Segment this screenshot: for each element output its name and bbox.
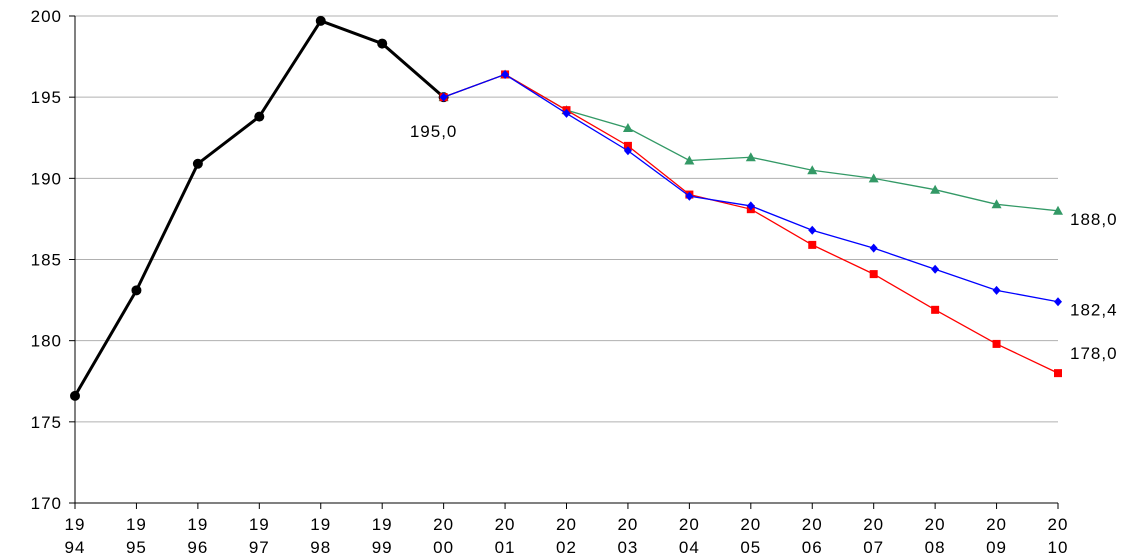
marker	[623, 141, 632, 150]
marker	[377, 38, 388, 49]
marker	[745, 152, 756, 162]
marker	[808, 225, 817, 235]
y-tick-label: 185	[31, 251, 62, 270]
data-label: 182,4	[1070, 301, 1118, 320]
x-tick-label: 19 97	[249, 515, 270, 557]
x-tick-label: 20 07	[863, 515, 884, 557]
x-tick-label: 19 95	[126, 515, 147, 557]
marker	[807, 165, 818, 175]
x-tick-label: 20 09	[986, 515, 1007, 557]
x-tick-label: 20 05	[740, 515, 761, 557]
x-tick-label: 20 10	[1048, 515, 1069, 557]
series-line	[443, 73, 1059, 212]
marker	[992, 285, 1001, 295]
marker	[931, 305, 940, 314]
y-tick-label: 180	[31, 332, 62, 351]
x-tick-label: 19 94	[65, 515, 86, 557]
x-tick-label: 20 01	[495, 515, 516, 557]
x-tick-label: 20 04	[679, 515, 700, 557]
marker	[1054, 369, 1062, 378]
data-label: 178,0	[1070, 344, 1118, 363]
marker	[684, 155, 695, 165]
x-tick-label: 20 02	[556, 515, 577, 557]
x-tick-label: 20 03	[617, 515, 638, 557]
marker	[991, 199, 1002, 209]
x-tick-label: 20 00	[433, 515, 454, 557]
x-tick-label: 19 96	[187, 515, 208, 557]
data-label: 188,0	[1070, 210, 1118, 229]
series-line	[443, 73, 1059, 303]
x-tick-label: 20 06	[802, 515, 823, 557]
y-tick-label: 175	[31, 413, 62, 432]
marker	[869, 243, 878, 253]
marker	[131, 285, 142, 296]
marker	[930, 184, 941, 194]
marker	[70, 390, 80, 401]
x-tick-label: 19 99	[372, 515, 393, 557]
marker	[439, 92, 448, 102]
marker	[501, 69, 510, 79]
y-tick-label: 195	[31, 88, 62, 107]
marker	[562, 108, 571, 118]
marker	[1053, 205, 1063, 215]
marker	[622, 123, 633, 133]
y-tick-label: 190	[31, 169, 62, 188]
y-tick-label: 200	[31, 7, 62, 26]
marker	[1054, 297, 1062, 307]
y-tick-label: 170	[31, 494, 62, 513]
series-line	[73, 19, 445, 397]
x-tick-label: 19 98	[310, 515, 331, 557]
series-line	[443, 73, 1059, 374]
marker	[192, 158, 203, 169]
marker	[992, 339, 1001, 348]
marker	[746, 201, 755, 211]
marker	[623, 146, 632, 156]
marker	[869, 270, 878, 279]
marker	[685, 191, 694, 201]
marker	[808, 240, 817, 249]
marker	[868, 173, 879, 183]
marker	[931, 264, 940, 274]
marker	[315, 15, 326, 26]
data-label: 195,0	[410, 122, 458, 141]
x-tick-label: 20 08	[925, 515, 946, 557]
marker	[254, 111, 265, 122]
